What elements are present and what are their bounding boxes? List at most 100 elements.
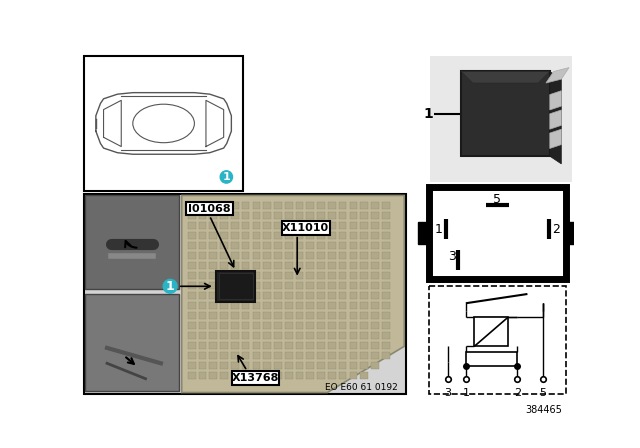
Bar xyxy=(219,273,253,299)
Bar xyxy=(371,252,379,258)
Bar xyxy=(242,292,250,299)
Bar xyxy=(328,312,336,319)
Bar xyxy=(188,202,196,208)
Bar xyxy=(231,302,239,309)
Bar xyxy=(274,322,282,329)
Bar xyxy=(220,211,228,219)
Bar xyxy=(371,352,379,359)
Circle shape xyxy=(220,171,232,183)
Bar xyxy=(317,372,325,379)
Bar xyxy=(86,294,179,391)
Text: 1: 1 xyxy=(462,388,469,398)
Bar xyxy=(382,302,390,309)
Bar xyxy=(285,342,292,349)
Bar xyxy=(296,262,303,269)
Bar xyxy=(231,322,239,329)
Bar xyxy=(263,292,271,299)
Bar xyxy=(317,362,325,369)
Bar xyxy=(339,222,346,228)
Bar xyxy=(220,292,228,299)
Bar xyxy=(231,222,239,228)
Bar xyxy=(231,312,239,319)
Bar xyxy=(339,232,346,238)
Bar xyxy=(242,222,250,228)
Bar xyxy=(188,222,196,228)
Bar xyxy=(371,211,379,219)
Bar xyxy=(349,222,357,228)
Bar xyxy=(274,352,282,359)
Bar xyxy=(220,252,228,258)
Bar xyxy=(188,292,196,299)
Bar xyxy=(429,187,566,280)
Bar xyxy=(242,232,250,238)
Bar xyxy=(274,232,282,238)
Bar xyxy=(285,262,292,269)
Bar xyxy=(307,342,314,349)
Bar xyxy=(339,241,346,249)
Bar xyxy=(307,302,314,309)
Text: 1: 1 xyxy=(166,280,175,293)
Bar xyxy=(274,211,282,219)
Bar xyxy=(360,302,368,309)
Bar xyxy=(371,202,379,208)
Bar xyxy=(360,211,368,219)
Bar xyxy=(263,322,271,329)
Bar xyxy=(242,241,250,249)
Text: X13768: X13768 xyxy=(232,373,279,383)
Bar xyxy=(231,262,239,269)
Bar xyxy=(339,292,346,299)
Bar xyxy=(231,211,239,219)
Bar xyxy=(296,302,303,309)
Bar xyxy=(220,352,228,359)
Bar xyxy=(198,292,206,299)
Bar xyxy=(349,202,357,208)
Bar xyxy=(371,362,379,369)
Bar xyxy=(263,332,271,339)
Text: 1: 1 xyxy=(423,107,433,121)
Bar xyxy=(198,202,206,208)
Bar xyxy=(461,72,550,156)
Bar xyxy=(198,271,206,279)
Bar xyxy=(188,271,196,279)
Bar xyxy=(209,362,217,369)
Bar xyxy=(328,362,336,369)
Bar xyxy=(274,302,282,309)
Bar xyxy=(188,352,196,359)
Bar xyxy=(285,322,292,329)
Bar xyxy=(263,352,271,359)
Bar xyxy=(188,372,196,379)
Text: 2: 2 xyxy=(514,388,521,398)
Bar xyxy=(209,222,217,228)
Bar xyxy=(371,322,379,329)
Bar xyxy=(349,211,357,219)
Bar xyxy=(382,252,390,258)
Bar xyxy=(253,312,260,319)
Bar xyxy=(382,332,390,339)
Bar xyxy=(339,372,346,379)
Bar xyxy=(317,232,325,238)
Bar xyxy=(188,241,196,249)
Bar xyxy=(198,322,206,329)
Bar xyxy=(317,211,325,219)
Text: 1: 1 xyxy=(223,172,230,182)
Bar xyxy=(371,262,379,269)
Bar xyxy=(371,241,379,249)
Bar xyxy=(188,322,196,329)
Bar xyxy=(317,262,325,269)
Bar xyxy=(263,241,271,249)
Bar xyxy=(339,202,346,208)
Bar xyxy=(349,282,357,289)
Bar xyxy=(209,292,217,299)
Bar xyxy=(84,56,243,191)
Bar xyxy=(220,342,228,349)
Bar xyxy=(349,322,357,329)
Bar xyxy=(328,202,336,208)
Bar xyxy=(349,271,357,279)
Bar xyxy=(263,342,271,349)
Bar xyxy=(198,241,206,249)
Bar xyxy=(285,222,292,228)
Bar xyxy=(253,342,260,349)
Bar xyxy=(209,252,217,258)
Polygon shape xyxy=(550,90,561,110)
Bar xyxy=(220,222,228,228)
